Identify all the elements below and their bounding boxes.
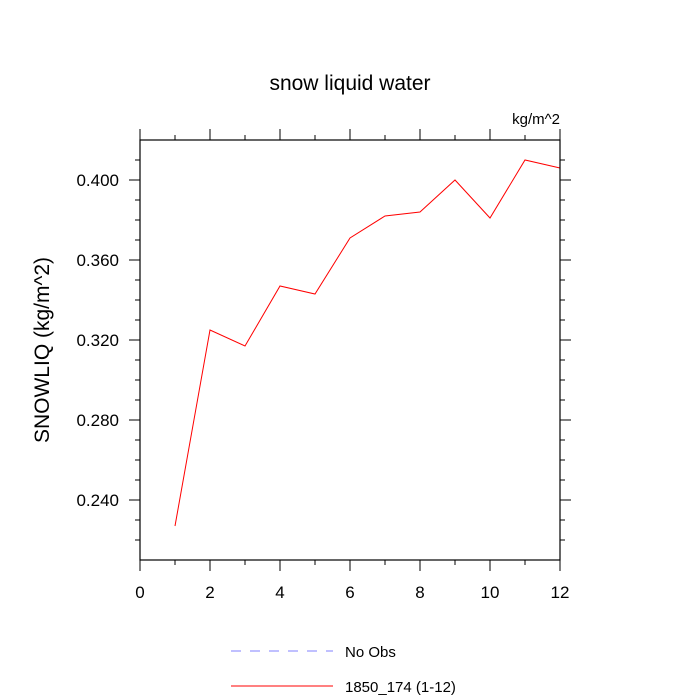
x-tick-label: 8 <box>415 583 424 602</box>
units-label: kg/m^2 <box>512 111 560 128</box>
legend: No Obs 1850_174 (1-12) <box>231 644 456 696</box>
x-tick-label: 10 <box>481 583 500 602</box>
y-axis-label: SNOWLIQ (kg/m^2) <box>31 257 54 443</box>
legend-label: 1850_174 (1-12) <box>345 679 456 696</box>
series-line-1850-174-1-12- <box>174 159 561 527</box>
x-tick-label: 12 <box>551 583 570 602</box>
chart-title: snow liquid water <box>269 72 430 95</box>
legend-label: No Obs <box>345 644 396 661</box>
axis-ticks: 0 2 4 6 8 10 12 0.240 0.280 0.320 0.360 0.400 <box>76 129 571 602</box>
y-tick-label: 0.320 <box>76 331 119 350</box>
x-tick-label: 2 <box>205 583 214 602</box>
series-lines <box>174 159 561 527</box>
y-tick-label: 0.360 <box>76 251 119 270</box>
y-tick-label: 0.280 <box>76 411 119 430</box>
x-tick-label: 4 <box>275 583 284 602</box>
y-tick-label: 0.400 <box>76 171 119 190</box>
plot-frame <box>139 139 561 561</box>
x-tick-label: 0 <box>135 583 144 602</box>
y-tick-label: 0.240 <box>76 491 119 510</box>
x-tick-label: 6 <box>345 583 354 602</box>
